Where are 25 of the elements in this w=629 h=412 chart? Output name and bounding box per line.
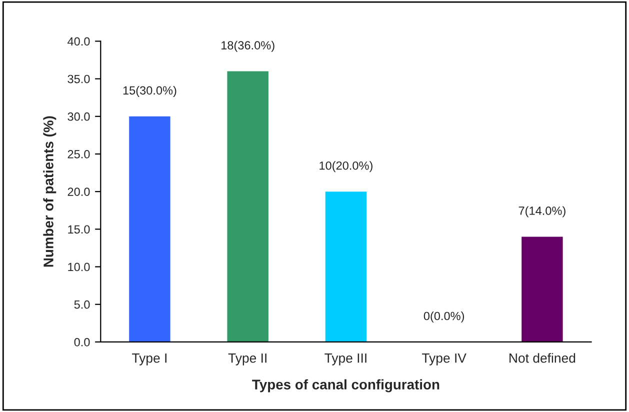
bar [129,116,170,342]
y-tick-label: 20.0 [68,188,90,196]
y-tick-label: 15.0 [68,225,90,234]
y-tick-label: 35.0 [68,74,90,84]
data-label: 10(20.0%) [320,161,372,172]
data-label: 7(14.0%) [518,206,566,218]
y-axis-title: Number of patients (%) [43,116,56,267]
y-tick-label: 25.0 [68,150,90,158]
data-label: 18(36.0%) [221,40,274,52]
bar [522,236,563,342]
data-label: 0(0.0%) [424,312,464,323]
y-tick-label: 40.0 [68,37,90,46]
bar [227,71,268,342]
y-tick-label: 0.0 [74,338,90,346]
x-tick-label: Type II [228,354,266,366]
bar [325,192,367,342]
x-tick-label: Type IV [422,354,466,366]
y-tick-label: 30.0 [68,112,90,121]
x-tick-label: Type III [324,354,366,366]
y-tick-label: 5.0 [74,300,90,309]
y-tick-label: 10.0 [68,262,90,272]
x-axis-title: Types of canal configuration [252,379,440,392]
x-tick-label: Not defined [510,353,576,363]
data-label: 15(30.0%) [123,86,176,97]
x-tick-label: Type I [132,354,166,366]
